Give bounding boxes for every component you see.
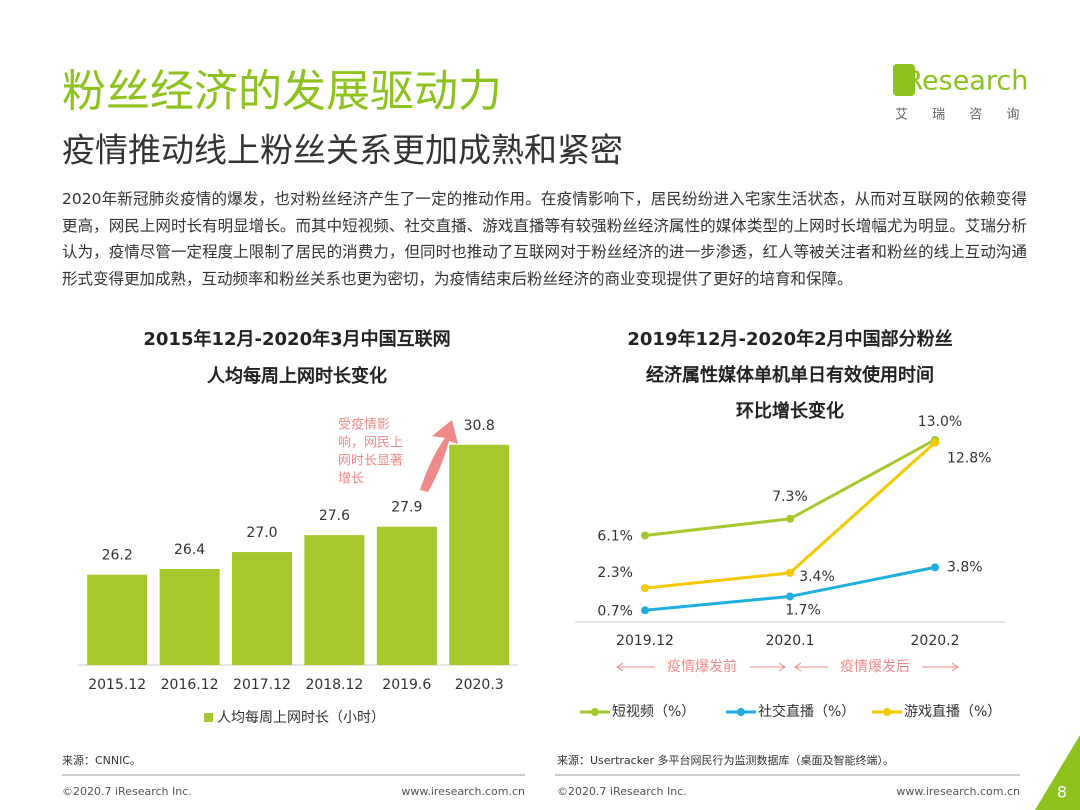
bar (232, 552, 292, 665)
data-label: 7.3% (772, 489, 808, 505)
period-label: 疫情爆发后 (840, 659, 910, 675)
point (786, 514, 794, 523)
logo-name-cn: 艾 瑞 咨 询 (895, 108, 1029, 123)
bar (87, 574, 148, 665)
data-label: 26.4 (174, 542, 205, 558)
arrow-head (794, 662, 802, 672)
x-tick-label: 2016.12 (161, 677, 219, 693)
chart-title: 人均每周上网时长变化 (207, 365, 387, 387)
legend-dot (737, 708, 745, 716)
copyright: ©2020.7 iResearch Inc. (557, 785, 687, 798)
legend-label: 短视频（%） (612, 704, 695, 720)
x-tick-label: 2018.12 (305, 677, 363, 693)
legend-swatch (204, 713, 213, 722)
chart-title: 经济属性媒体单机单日有效使用时间 (646, 364, 934, 386)
data-label: 26.2 (102, 548, 133, 564)
bar (304, 535, 365, 665)
arrow-head (778, 662, 786, 672)
legend-label: 人均每周上网时长（小时） (217, 710, 385, 726)
x-tick-label: 2015.12 (88, 677, 146, 693)
paragraph: 2020年新冠肺炎疫情的爆发，也对粉丝经济产生了一定的推动作用。在疫情影响下，居… (62, 190, 1027, 288)
data-label: 27.6 (319, 508, 350, 524)
data-label: 3.8% (947, 559, 983, 575)
point (931, 563, 939, 572)
x-tick-label: 2017.12 (233, 677, 291, 693)
data-label: 27.0 (246, 525, 277, 541)
data-label: 6.1% (597, 528, 633, 544)
data-label: 27.9 (391, 500, 422, 516)
corner (1035, 735, 1080, 810)
legend-dot (591, 708, 599, 716)
point (641, 606, 649, 615)
legend-label: 游戏直播（%） (904, 703, 1001, 720)
logo-name: iResearch (897, 66, 1028, 97)
point (786, 568, 794, 577)
bar (159, 569, 220, 665)
annotation: 响，网民上 (338, 435, 403, 451)
url: www.iresearch.com.cn (401, 785, 525, 798)
data-label: 30.8 (464, 418, 495, 434)
data-label: 2.3% (597, 565, 633, 581)
arrow-head (616, 662, 624, 672)
bar (376, 526, 437, 665)
x-tick-label: 2020.2 (911, 633, 960, 649)
annotation: 增长 (338, 472, 364, 487)
url: www.iresearch.com.cn (896, 785, 1020, 798)
point (931, 438, 939, 447)
annotation: 网时长显著 (338, 454, 403, 469)
page-number: 8 (1057, 783, 1067, 802)
x-tick-label: 2020.3 (455, 677, 504, 693)
x-tick-label: 2020.1 (766, 633, 815, 649)
bar (449, 444, 510, 665)
point (786, 592, 794, 601)
data-label: 1.7% (785, 602, 821, 618)
source: 来源：CNNIC。 (62, 753, 141, 767)
slide-subtitle: 疫情推动线上粉丝关系更加成熟和紧密 (62, 131, 623, 170)
point (641, 584, 649, 593)
data-label: 13.0% (918, 414, 962, 430)
data-label: 0.7% (597, 603, 633, 619)
chart-title: 2019年12月-2020年2月中国部分粉丝 (627, 328, 952, 350)
slide-title: 粉丝经济的发展驱动力 (62, 66, 502, 117)
annotation-arrow (420, 420, 458, 492)
legend-label: 社交直播（%） (758, 703, 855, 720)
logo-mark (893, 64, 915, 96)
data-label: 12.8% (947, 451, 991, 467)
source: 来源：Usertracker 多平台网民行为监测数据库（桌面及智能终端）。 (557, 753, 894, 767)
legend-dot (883, 708, 891, 716)
arrow-head (951, 662, 959, 672)
x-tick-label: 2019.12 (616, 633, 674, 649)
period-label: 疫情爆发前 (667, 658, 737, 675)
data-label: 3.4% (799, 569, 835, 585)
chart-title: 环比增长变化 (736, 400, 844, 422)
copyright: ©2020.7 iResearch Inc. (62, 785, 192, 798)
annotation: 受疫情影 (338, 417, 390, 433)
chart-title: 2015年12月-2020年3月中国互联网 (143, 328, 450, 350)
point (641, 531, 649, 540)
x-tick-label: 2019.6 (382, 677, 431, 693)
